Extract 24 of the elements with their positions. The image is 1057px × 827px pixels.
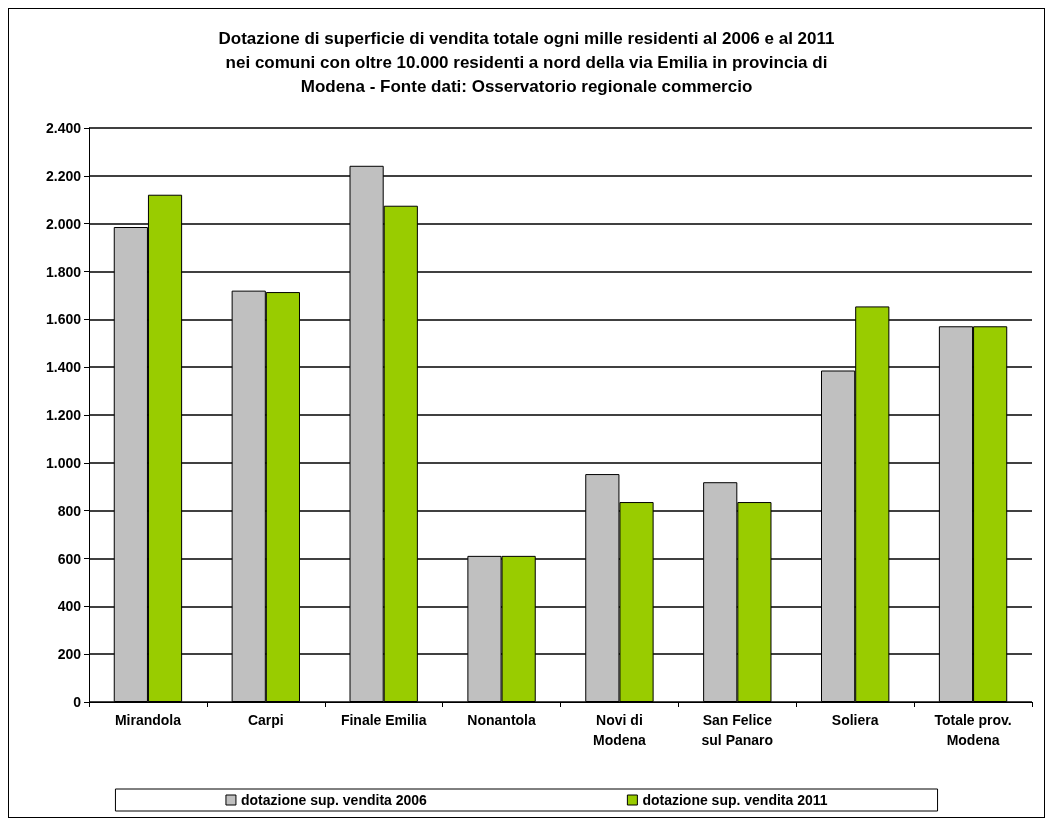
x-tick-label: Mirandola <box>114 712 182 728</box>
x-tick-label: Carpi <box>247 712 284 728</box>
y-tick-label: 2.200 <box>45 167 82 184</box>
chart-title: Dotazione di superficie di vendita totale ogni mille residenti al 2006 e al 2011 nei comuni con oltre 10.000 residenti a nord della via Emilia in provincia di Modena - Fonte dati: Osservatorio regionale commercio <box>218 28 835 96</box>
x-tick-label: Soliera <box>831 712 879 728</box>
x-tick-label: Nonantola <box>467 712 536 728</box>
y-tick-label: 1.800 <box>45 263 82 280</box>
y-tick-label: 600 <box>57 550 82 567</box>
legend-label: dotazione sup. vendita 2011 <box>642 792 828 808</box>
y-tick-label: 1.200 <box>45 407 82 423</box>
y-tick-label: 0 <box>73 694 82 710</box>
x-tick-label: Novi di Modena <box>592 712 647 748</box>
y-tick-label: 2.400 <box>45 120 82 136</box>
legend-label: dotazione sup. vendita 2006 <box>240 792 428 808</box>
y-tick-label: 200 <box>57 646 82 663</box>
y-tick-label: 1.600 <box>45 311 82 328</box>
x-tick-label: Totale prov. Modena <box>934 712 1012 748</box>
x-tick-label: San Felice sul Panaro <box>701 712 774 748</box>
y-tick-label: 800 <box>57 502 82 519</box>
y-tick-label: 2.000 <box>45 215 82 232</box>
x-tick-label: Finale Emilia <box>340 712 427 728</box>
y-tick-label: 1.000 <box>45 454 82 471</box>
y-tick-label: 400 <box>57 598 82 615</box>
y-tick-label: 1.400 <box>45 359 82 376</box>
